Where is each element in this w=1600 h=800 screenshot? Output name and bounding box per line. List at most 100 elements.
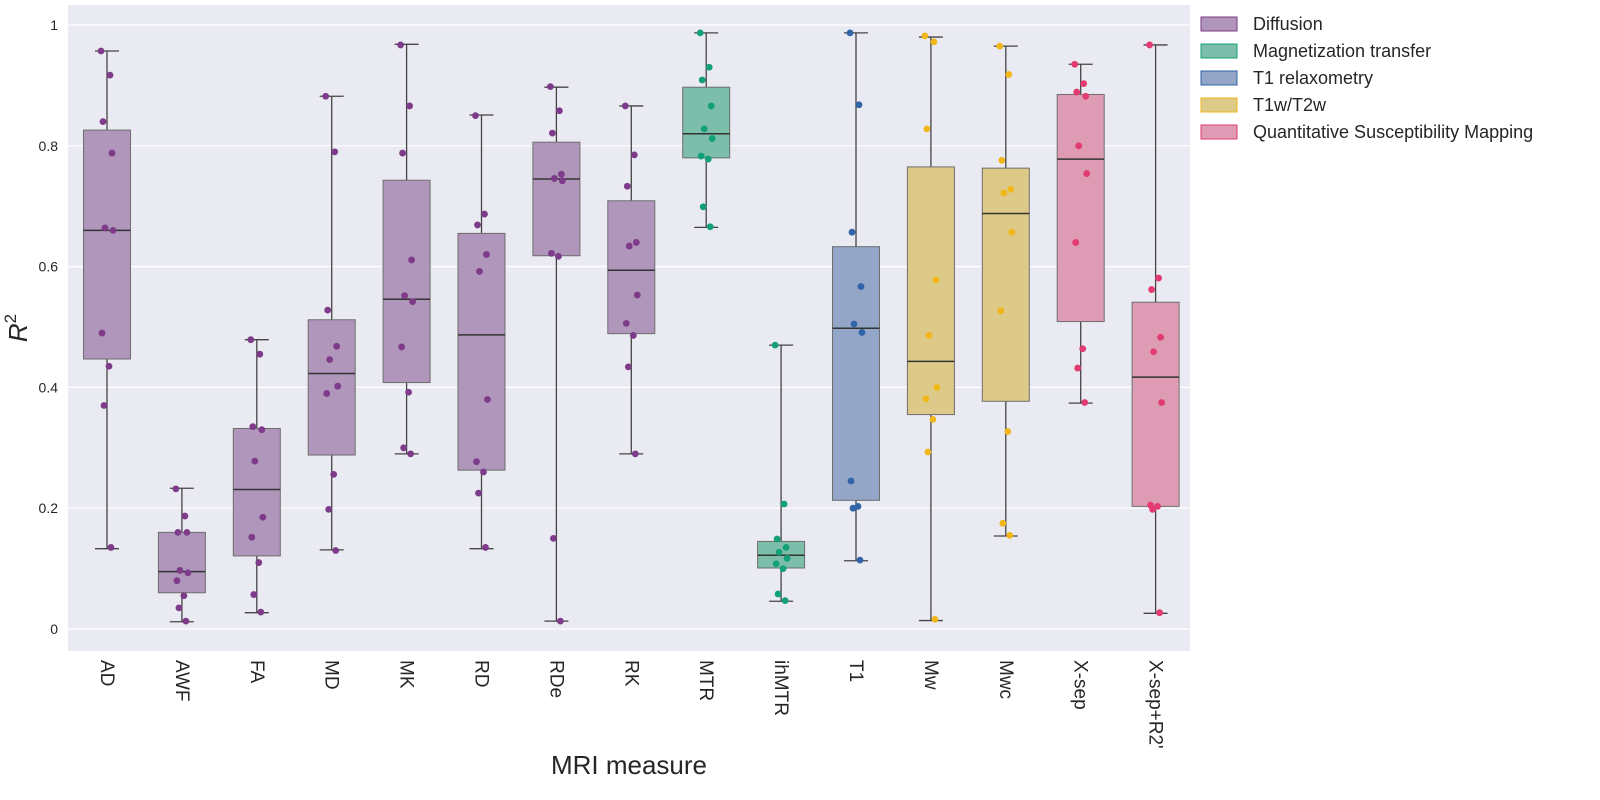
data-point [707, 102, 715, 110]
data-point [324, 306, 332, 314]
data-point [1079, 345, 1087, 353]
legend-swatch [1200, 70, 1238, 86]
data-point [996, 42, 1004, 50]
data-point [625, 242, 633, 250]
legend-swatch [1200, 43, 1238, 59]
data-point [176, 567, 184, 574]
data-point [633, 291, 641, 299]
data-point [632, 239, 640, 246]
data-points [97, 29, 1165, 625]
data-point [182, 617, 190, 625]
data-point [174, 528, 182, 536]
box [532, 141, 581, 257]
data-point [923, 125, 931, 133]
data-point [705, 63, 713, 71]
data-point [399, 149, 406, 157]
data-point [697, 152, 705, 160]
data-point [772, 560, 780, 568]
legend-label: Diffusion [1253, 14, 1323, 34]
data-point [397, 41, 404, 49]
data-point [700, 125, 708, 133]
data-point [775, 548, 783, 556]
data-point [98, 329, 106, 337]
data-point [557, 617, 564, 625]
data-point [256, 350, 264, 358]
data-point [183, 528, 191, 536]
box [1056, 93, 1105, 323]
box [307, 319, 356, 456]
data-point [255, 559, 263, 566]
legend-swatch [1200, 97, 1238, 113]
data-point [1006, 531, 1014, 539]
data-point [173, 577, 181, 585]
data-point [708, 135, 716, 142]
data-point [474, 221, 481, 229]
data-point [549, 129, 556, 137]
data-point [181, 512, 189, 520]
data-point [847, 477, 855, 485]
x-tick-label: MK [396, 660, 417, 689]
data-point [251, 457, 259, 465]
data-point [621, 102, 629, 110]
box [906, 166, 955, 416]
x-tick-label: MTR [695, 660, 716, 701]
data-point [855, 101, 863, 109]
data-point [476, 268, 483, 275]
legend: Diffusion Magnetization transfer T1 relaxo… [1200, 14, 1533, 142]
data-point [1148, 286, 1155, 293]
data-point [99, 118, 107, 126]
y-tick-label: 0.2 [39, 500, 59, 516]
data-point [1082, 92, 1090, 100]
data-point [997, 307, 1005, 315]
data-point [333, 342, 341, 350]
data-point [101, 224, 109, 232]
y-axis-label-superscript: 2 [1, 314, 20, 323]
box [157, 531, 206, 594]
data-point [931, 615, 939, 623]
x-tick-label: X-sep [1070, 660, 1091, 710]
x-axis-label: MRI measure [551, 750, 707, 780]
data-point [999, 519, 1007, 527]
y-tick-label: 1 [50, 17, 58, 33]
data-point [1157, 333, 1164, 341]
data-point [848, 228, 856, 236]
y-tick-label: 0 [50, 621, 58, 637]
data-point [922, 395, 930, 403]
data-point [630, 151, 638, 159]
legend-label: T1w/T2w [1253, 95, 1327, 115]
data-point [781, 597, 789, 605]
x-tick-labels: AD AWF FA MD MK RD RDe RK MTR ihMTR T1 Mw Mwc X-sep X-… [96, 660, 1166, 749]
data-point [771, 341, 779, 349]
data-point [623, 182, 631, 190]
data-point [1005, 71, 1013, 78]
box [1131, 301, 1180, 507]
data-point [325, 506, 333, 513]
data-point [331, 148, 339, 156]
x-tick-label: T1 [845, 660, 866, 682]
data-point [1155, 274, 1162, 282]
y-axis-label: R2 [1, 314, 33, 342]
data-point [704, 155, 712, 163]
data-point [1149, 506, 1156, 513]
data-point [780, 500, 788, 508]
data-point [559, 177, 566, 185]
data-point [1008, 228, 1016, 236]
data-point [1073, 88, 1081, 96]
data-point [1156, 609, 1163, 617]
legend-swatch [1200, 124, 1238, 140]
data-point [108, 149, 116, 157]
box [682, 86, 731, 159]
data-point [1071, 60, 1079, 68]
data-point [1150, 348, 1157, 356]
x-tick-label: RDe [545, 660, 566, 698]
boxes [83, 32, 1180, 623]
data-point [624, 363, 632, 371]
y-tick-label: 0.4 [39, 379, 59, 395]
y-tick-labels: 0 0.2 0.4 0.6 0.8 1 [39, 17, 59, 637]
box [83, 129, 131, 360]
data-point [482, 544, 489, 551]
data-point [856, 556, 864, 564]
legend-swatch [1200, 16, 1238, 32]
data-point [548, 249, 555, 257]
